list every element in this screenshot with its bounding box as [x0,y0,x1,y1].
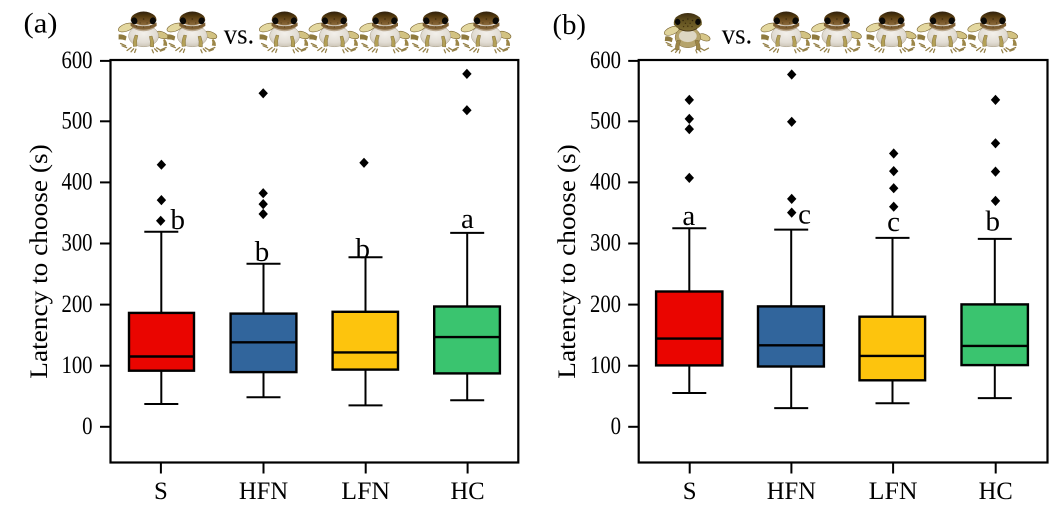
svg-text:HC: HC [979,476,1013,505]
svg-text:200: 200 [62,289,93,318]
svg-text:0: 0 [82,411,92,440]
svg-text:S: S [154,476,168,505]
svg-text:b: b [985,206,1000,238]
svg-text:400: 400 [62,167,93,196]
svg-text:c: c [887,206,900,238]
svg-text:LFN: LFN [869,476,918,505]
svg-text:100: 100 [590,350,621,379]
svg-text:a: a [461,203,474,235]
svg-text:LFN: LFN [341,476,390,505]
svg-text:c: c [798,199,811,231]
svg-text:HFN: HFN [767,476,816,505]
svg-text:100: 100 [62,350,93,379]
svg-text:b: b [356,233,371,265]
svg-text:500: 500 [590,106,621,135]
svg-text:HFN: HFN [239,476,288,505]
svg-text:0: 0 [611,411,621,440]
svg-text:600: 600 [62,45,93,74]
svg-text:Latency to choose (s): Latency to choose (s) [26,144,53,379]
svg-text:Latency to choose (s): Latency to choose (s) [554,144,581,379]
svg-text:b: b [170,204,185,236]
svg-text:vs.: vs. [224,19,255,51]
svg-text:HC: HC [451,476,485,505]
svg-text:vs.: vs. [722,19,753,51]
svg-text:(a): (a) [24,9,58,40]
svg-text:(b): (b) [553,10,587,41]
svg-text:S: S [683,476,697,505]
svg-text:400: 400 [590,167,621,196]
svg-text:500: 500 [62,106,93,135]
svg-text:200: 200 [590,289,621,318]
svg-text:600: 600 [590,45,621,74]
svg-text:300: 300 [62,228,93,257]
svg-text:300: 300 [590,228,621,257]
svg-text:a: a [682,200,695,232]
svg-text:b: b [255,236,270,268]
